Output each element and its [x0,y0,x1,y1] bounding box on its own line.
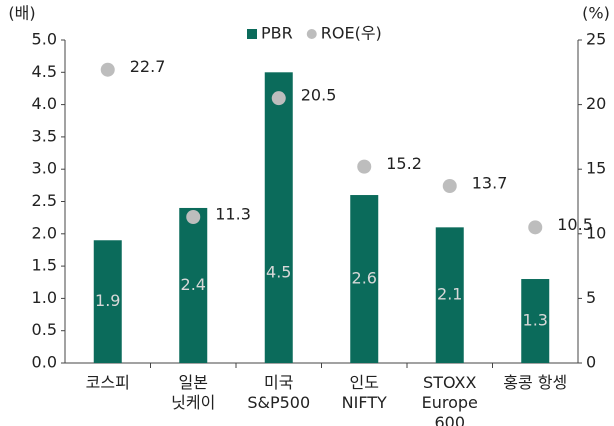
dot [100,62,115,77]
x-tick-label: 인도 NIFTY [342,373,387,412]
y2-tick-label: 5 [586,288,596,307]
y-tick-label: 4.0 [32,94,57,113]
legend-label: PBR [261,24,293,43]
dot-value-label: 10.5 [557,215,593,234]
dot-value-label: 20.5 [301,86,337,105]
y-tick-label: 2.5 [32,191,57,210]
dot [271,91,286,106]
legend-label: ROE(우) [321,24,382,43]
bar-value-label: 1.3 [523,311,548,330]
bar-value-label: 2.1 [437,285,462,304]
dot [357,159,372,174]
bar-value-label: 4.5 [266,263,291,282]
dot-value-label: 15.2 [386,154,422,173]
dot-value-label: 22.7 [130,57,166,76]
y-tick-label: 3.5 [32,126,57,145]
bar [93,240,122,363]
dot [528,220,543,235]
y2-tick-label: 15 [586,159,606,178]
y-tick-label: 0.0 [32,353,57,372]
dot-value-label: 11.3 [215,205,251,224]
y2-tick-label: 0 [586,353,596,372]
y2-tick-label: 20 [586,94,606,113]
x-tick-label: 홍콩 항셍 [503,373,567,392]
dot-value-label: 13.7 [472,173,508,192]
x-tick-label: 코스피 [86,373,130,392]
y2-tick-label: 10 [586,223,606,242]
bar-value-label: 1.9 [95,291,120,310]
y-tick-label: 5.0 [32,30,57,49]
bar [521,279,550,363]
y-tick-label: 3.0 [32,159,57,178]
bar [435,227,464,363]
y-tick-label: 2.0 [32,223,57,242]
dot [442,178,457,193]
bar-value-label: 2.6 [352,269,377,288]
y-tick-label: 1.5 [32,256,57,275]
x-tick-label: 일본 닛케이 [171,373,215,412]
bar [179,207,208,363]
bar [264,72,293,364]
legend-swatch [247,29,257,39]
y2-tick-label: 25 [586,30,606,49]
y-tick-label: 0.5 [32,320,57,339]
x-tick-label: 미국 S&P500 [247,373,310,412]
x-tick-label: STOXX Europe 600 [422,373,478,426]
y2-axis-label: (%) [582,4,610,23]
y-axis-label: (배) [8,4,35,23]
legend-swatch [306,29,317,39]
dot [186,210,201,225]
bar-value-label: 2.4 [181,275,206,294]
y-tick-label: 4.5 [32,62,57,81]
bar [350,195,379,363]
y-tick-label: 1.0 [32,288,57,307]
